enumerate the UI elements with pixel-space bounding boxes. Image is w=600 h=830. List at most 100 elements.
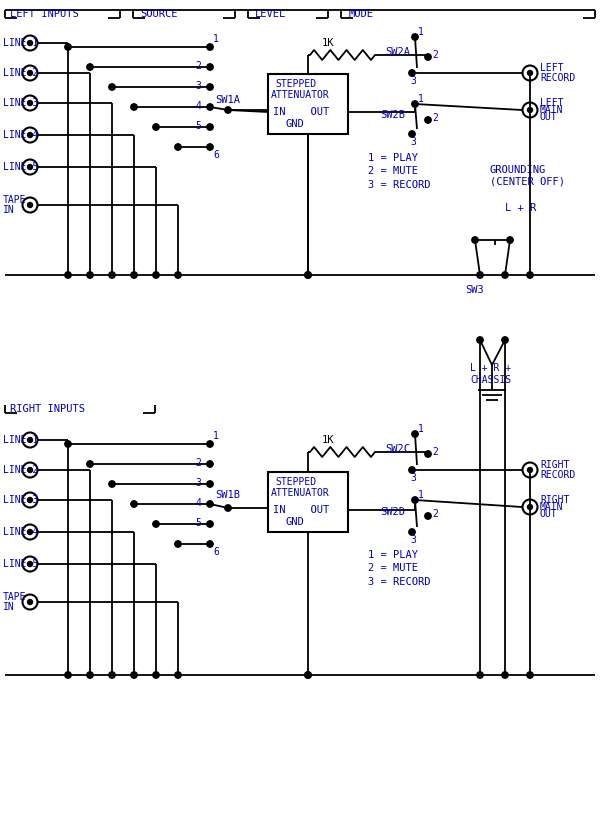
Circle shape [207,461,213,467]
Text: 5: 5 [195,518,201,528]
Circle shape [477,271,483,278]
Text: 2 = MUTE: 2 = MUTE [368,166,418,176]
Bar [268,472,348,532]
Circle shape [28,41,32,46]
Text: MAIN: MAIN [540,105,563,115]
Text: 1 = PLAY: 1 = PLAY [368,550,418,560]
Text: GND: GND [286,517,305,527]
Text: 3 = RECORD: 3 = RECORD [368,577,431,587]
Circle shape [225,505,231,511]
Text: (CENTER OFF): (CENTER OFF) [490,177,565,187]
Circle shape [207,44,213,50]
Text: MAIN: MAIN [540,502,563,512]
Circle shape [305,271,311,278]
Text: IN    OUT: IN OUT [273,505,329,515]
Text: 1: 1 [418,27,424,37]
Circle shape [175,144,181,150]
Circle shape [28,164,32,169]
Text: STEPPED: STEPPED [275,79,316,89]
Text: RIGHT: RIGHT [540,495,569,505]
Text: 2: 2 [432,50,438,60]
Circle shape [502,337,508,343]
Circle shape [28,437,32,442]
Text: LINE 5: LINE 5 [3,162,38,172]
Circle shape [425,451,431,457]
Text: LEFT: LEFT [540,98,563,108]
Text: 2: 2 [432,113,438,123]
Circle shape [28,133,32,138]
Circle shape [175,671,181,678]
Circle shape [305,671,311,678]
Text: 2: 2 [432,509,438,519]
Circle shape [409,131,415,137]
Circle shape [527,467,533,472]
Circle shape [131,500,137,507]
Text: 3 = RECORD: 3 = RECORD [368,180,431,190]
Text: SW2D: SW2D [380,507,405,517]
Circle shape [207,124,213,130]
Circle shape [65,671,71,678]
Circle shape [28,467,32,472]
Text: 1: 1 [418,94,424,104]
Circle shape [425,54,431,61]
Text: GND: GND [286,119,305,129]
Circle shape [87,271,93,278]
Circle shape [109,481,115,487]
Circle shape [153,271,159,278]
Circle shape [207,520,213,527]
Text: ATTENUATOR: ATTENUATOR [271,90,330,100]
Circle shape [409,466,415,473]
Text: 3: 3 [195,478,201,488]
Text: ATTENUATOR: ATTENUATOR [271,488,330,498]
Text: LINE 3: LINE 3 [3,98,38,108]
Circle shape [28,599,32,604]
Circle shape [477,671,483,678]
Text: SOURCE: SOURCE [140,9,178,19]
Text: 4: 4 [195,101,201,111]
Circle shape [409,70,415,76]
Text: LINE 3: LINE 3 [3,495,38,505]
Text: RIGHT: RIGHT [540,460,569,470]
Text: 3: 3 [195,81,201,91]
Circle shape [412,100,418,107]
Circle shape [305,271,311,278]
Circle shape [225,107,231,113]
Circle shape [28,71,32,76]
Circle shape [207,481,213,487]
Text: 1: 1 [418,424,424,434]
Circle shape [507,237,513,243]
Circle shape [109,84,115,90]
Text: 3: 3 [410,137,416,147]
Circle shape [65,271,71,278]
Circle shape [87,461,93,467]
Circle shape [207,64,213,71]
Circle shape [527,108,533,113]
Circle shape [153,124,159,130]
Circle shape [412,34,418,40]
Circle shape [131,104,137,110]
Text: IN    OUT: IN OUT [273,107,329,117]
Circle shape [472,237,478,243]
Text: OUT: OUT [540,112,557,122]
Circle shape [175,541,181,547]
Text: SW2C: SW2C [385,444,410,454]
Circle shape [207,441,213,447]
Text: 1: 1 [418,490,424,500]
Text: RIGHT INPUTS: RIGHT INPUTS [10,404,85,414]
Text: IN: IN [3,205,15,215]
Circle shape [87,64,93,71]
Circle shape [502,271,508,278]
Text: 6: 6 [213,547,219,557]
Circle shape [207,104,213,110]
Circle shape [65,44,71,50]
Circle shape [527,271,533,278]
Text: 3: 3 [410,76,416,86]
Text: SW2A: SW2A [385,47,410,57]
Text: LINE 4: LINE 4 [3,527,38,537]
Text: 1: 1 [213,431,219,441]
Bar [268,74,348,134]
Text: 2: 2 [195,61,201,71]
Text: SW1A: SW1A [215,95,240,105]
Text: TAPE: TAPE [3,592,26,602]
Text: 3: 3 [410,473,416,483]
